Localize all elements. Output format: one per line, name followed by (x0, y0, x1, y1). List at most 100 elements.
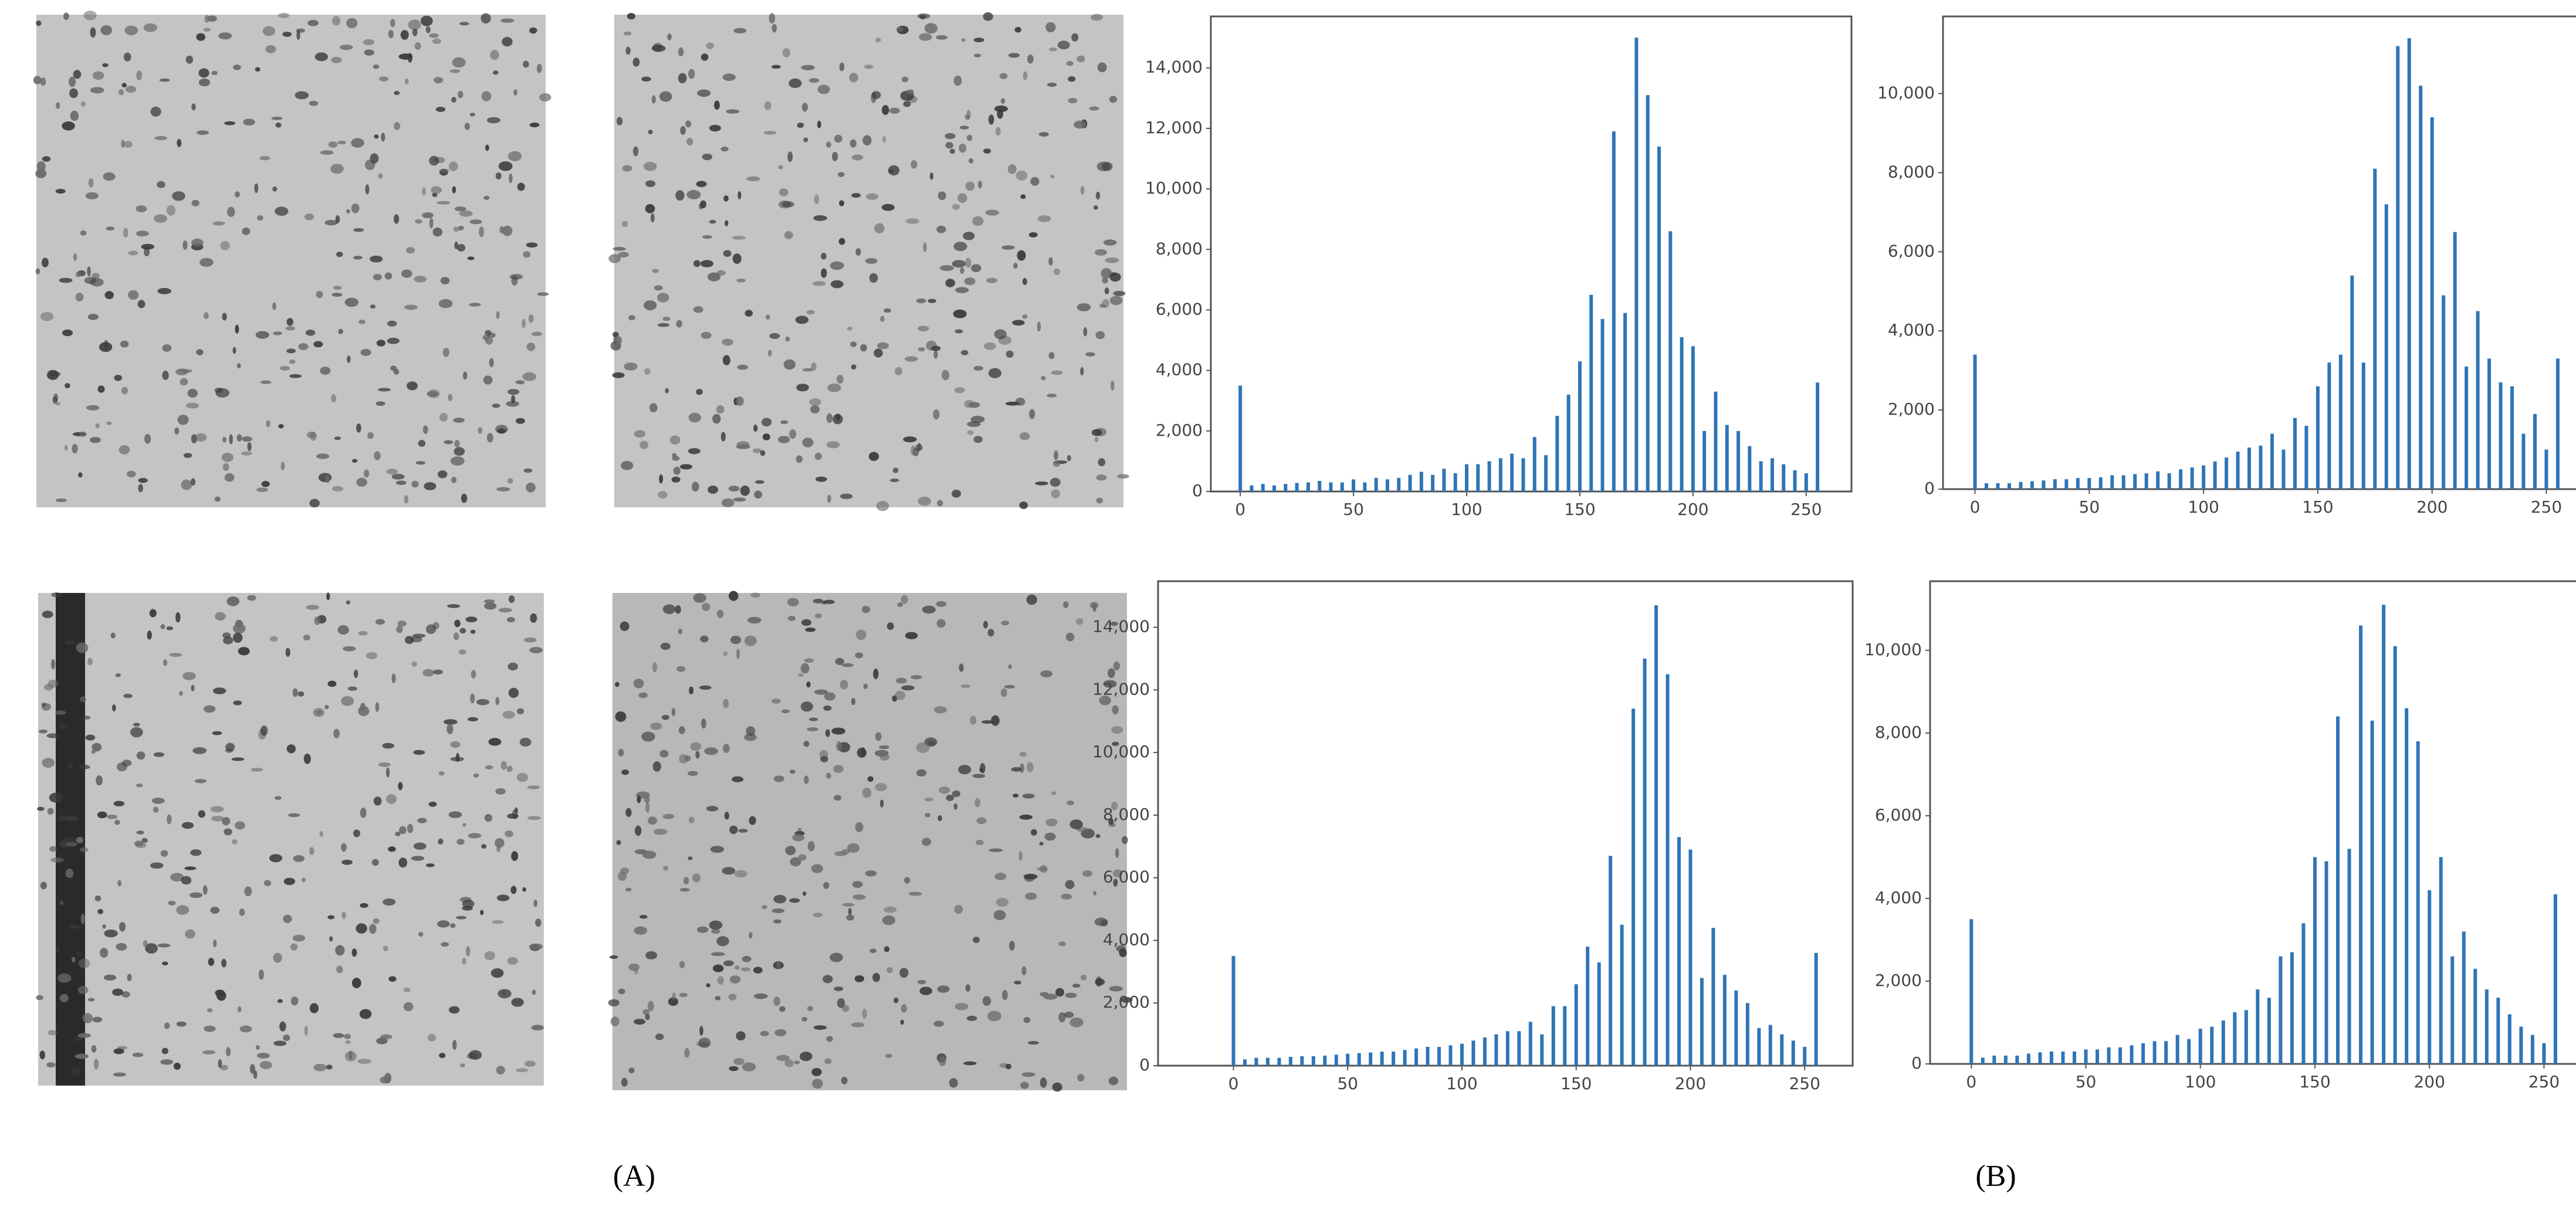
speck (704, 747, 718, 755)
speck (931, 345, 941, 351)
speck (823, 881, 830, 889)
speck (464, 123, 470, 130)
speck (80, 230, 87, 236)
speck (811, 864, 824, 873)
speck (789, 429, 797, 439)
speck (678, 73, 687, 84)
speck (363, 39, 375, 46)
speck (429, 155, 439, 166)
speck (490, 50, 499, 60)
speck (721, 498, 734, 507)
y-tick-label: 0 (1911, 1053, 1922, 1073)
speck (827, 494, 831, 503)
speck (485, 144, 489, 151)
speck (507, 957, 518, 965)
speck (781, 201, 794, 208)
speck (439, 412, 448, 422)
bar (2476, 311, 2480, 489)
speck (994, 105, 1008, 113)
speck (692, 873, 701, 883)
speck (82, 716, 91, 720)
speck (750, 592, 761, 598)
speck (672, 456, 680, 461)
speck (1007, 164, 1017, 174)
speck (56, 948, 60, 952)
bar (1272, 485, 1277, 491)
speck (462, 957, 466, 965)
speck (411, 480, 419, 488)
speck (123, 693, 133, 699)
speck (337, 625, 349, 635)
speck (924, 797, 933, 802)
speck (535, 918, 541, 927)
bar (2304, 426, 2308, 489)
speck (327, 680, 337, 687)
speck (470, 693, 475, 704)
speck (328, 141, 338, 148)
speck (123, 228, 128, 238)
speck (79, 765, 90, 769)
x-tick-label: 250 (2528, 1072, 2560, 1091)
speck (1006, 350, 1014, 358)
speck (790, 769, 796, 774)
speck (144, 433, 151, 444)
bar (2496, 998, 2500, 1064)
speck (194, 779, 207, 784)
speck (114, 375, 123, 381)
speck (1064, 1011, 1074, 1018)
speck (723, 195, 729, 202)
speck (52, 396, 57, 404)
speck (842, 903, 855, 907)
speck (147, 630, 152, 640)
speck (834, 134, 842, 143)
speck (136, 205, 147, 212)
speck (837, 998, 845, 1008)
speck (463, 371, 468, 380)
speck (59, 277, 73, 283)
speck (80, 101, 86, 107)
speck (235, 324, 239, 334)
speck (713, 964, 724, 972)
speck (781, 709, 790, 714)
speck (254, 183, 259, 194)
x-tick-label: 0 (1228, 1074, 1239, 1093)
speck (169, 653, 182, 657)
speck (225, 742, 235, 752)
speck (375, 702, 380, 713)
speck (1050, 174, 1055, 179)
speck (428, 389, 440, 398)
speck (609, 955, 618, 960)
speck (1103, 680, 1117, 688)
bar (2210, 1026, 2214, 1064)
speck (665, 388, 669, 394)
speck (460, 1063, 465, 1068)
speck (516, 772, 529, 782)
speck (804, 658, 814, 663)
speck (432, 227, 443, 237)
speck (278, 12, 290, 18)
speck (425, 26, 431, 33)
bar (2487, 358, 2492, 489)
speck (486, 433, 493, 443)
speck (973, 365, 984, 371)
speck (337, 140, 346, 145)
speck (367, 432, 374, 439)
speck (393, 368, 400, 375)
speck (1052, 460, 1061, 467)
speck (136, 230, 149, 237)
bar (2015, 1055, 2019, 1064)
speck (929, 172, 933, 180)
speck (722, 867, 736, 875)
speck (75, 1037, 83, 1041)
speck (370, 255, 383, 263)
bar (1643, 658, 1647, 1066)
speck (179, 690, 183, 696)
speck (952, 260, 966, 268)
bar (2233, 1012, 2237, 1064)
speck (1028, 1041, 1040, 1045)
speck (754, 490, 763, 499)
speck (954, 904, 963, 914)
speck (896, 677, 907, 684)
speck (448, 394, 453, 401)
speck (805, 628, 816, 632)
